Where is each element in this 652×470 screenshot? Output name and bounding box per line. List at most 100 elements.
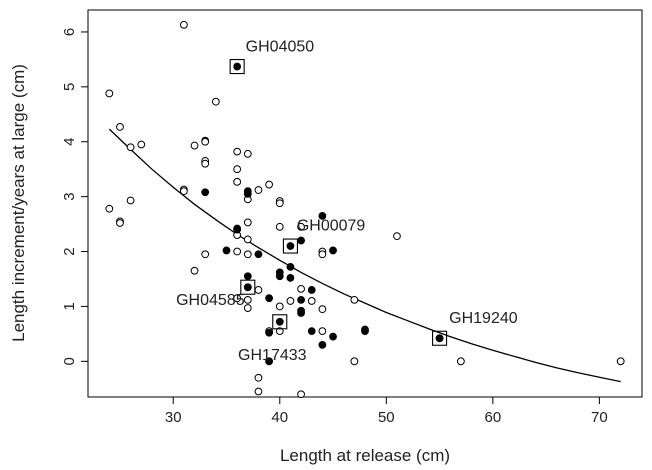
- open-point: [318, 327, 327, 336]
- open-point: [126, 143, 135, 152]
- x-tick-label: 60: [485, 409, 502, 426]
- highlight-label: GH19240: [449, 310, 518, 327]
- highlight-label: GH04050: [246, 39, 315, 56]
- filled-point: [243, 272, 252, 281]
- open-point: [254, 387, 263, 396]
- open-point: [233, 165, 242, 174]
- open-point: [116, 123, 124, 131]
- open-point: [286, 297, 295, 305]
- filled-point: [307, 286, 316, 294]
- open-point: [393, 232, 401, 241]
- open-point: [137, 140, 146, 149]
- x-axis: 30 40 50 60 70: [165, 397, 608, 426]
- highlight-box: [282, 238, 298, 254]
- filled-point: [329, 246, 337, 255]
- open-point: [318, 305, 327, 314]
- y-axis: 0 1 2 3 4 5 6: [61, 28, 88, 365]
- open-point: [179, 187, 188, 196]
- x-tick-label: 30: [165, 409, 182, 426]
- open-point: [265, 180, 274, 189]
- y-tick-label: 6: [61, 28, 78, 36]
- filled-point: [318, 211, 327, 220]
- filled-point: [265, 357, 274, 366]
- open-point: [350, 357, 359, 366]
- y-tick-label: 3: [61, 192, 78, 200]
- highlight-point: [233, 62, 242, 71]
- open-point: [254, 286, 263, 294]
- filled-point: [318, 340, 327, 349]
- open-point: [201, 250, 210, 259]
- open-point: [201, 137, 210, 146]
- filled-point: [307, 327, 316, 336]
- filled-point: [286, 273, 295, 282]
- open-point: [201, 159, 210, 168]
- filled-point: [286, 263, 295, 271]
- highlight-box: [272, 314, 288, 330]
- open-point: [243, 304, 252, 312]
- open-point: [254, 373, 263, 382]
- highlight-label: GH04585: [176, 292, 245, 309]
- y-tick-label: 0: [61, 357, 78, 365]
- open-point: [126, 196, 135, 205]
- filled-point: [265, 294, 274, 303]
- highlighted-points: GH04050 GH00079 GH04585 GH17433 GH19240: [176, 39, 518, 365]
- open-point: [105, 89, 114, 98]
- open-point: [243, 149, 252, 158]
- open-point: [233, 147, 242, 156]
- filled-point: [233, 225, 242, 234]
- y-tick-label: 4: [61, 138, 78, 146]
- filled-point: [361, 327, 369, 336]
- open-point: [233, 177, 242, 186]
- x-tick-label: 50: [378, 409, 395, 426]
- filled-point: [275, 272, 284, 281]
- open-point: [297, 390, 305, 399]
- highlight-box: [229, 58, 245, 75]
- y-tick-label: 5: [61, 83, 78, 91]
- filled-point: [254, 250, 263, 259]
- open-point: [243, 295, 252, 304]
- open-point: [318, 250, 327, 259]
- filled-point: [243, 189, 252, 198]
- highlight-point: [286, 242, 295, 250]
- open-point: [350, 295, 359, 304]
- open-point: [275, 199, 284, 208]
- open-point: [190, 141, 199, 150]
- filled-point: [329, 332, 337, 341]
- open-point: [275, 327, 284, 336]
- open-point: [243, 218, 252, 227]
- highlight-label: GH17433: [238, 347, 307, 364]
- open-point: [105, 204, 114, 213]
- open-point: [275, 222, 284, 231]
- highlight-point: [435, 334, 444, 343]
- x-tick-label: 70: [591, 409, 608, 426]
- filled-point: [297, 295, 305, 304]
- x-axis-title: Length at release (cm): [280, 446, 450, 465]
- highlight-box: [432, 330, 448, 346]
- open-point: [233, 294, 242, 303]
- open-point: [243, 250, 252, 259]
- open-point: [179, 20, 188, 29]
- open-point: [116, 219, 124, 227]
- open-point: [297, 284, 305, 293]
- open-point: [297, 222, 305, 231]
- open-point: [243, 235, 252, 244]
- highlight-label: GH00079: [297, 218, 366, 235]
- highlight-point: [243, 283, 252, 292]
- plot-frame: [87, 9, 643, 398]
- y-tick-label: 1: [61, 302, 78, 310]
- highlight-box: [240, 279, 256, 295]
- x-tick-label: 40: [271, 409, 288, 426]
- open-point: [456, 357, 465, 366]
- filled-point: [297, 309, 305, 317]
- highlight-point: [275, 317, 284, 326]
- open-point: [190, 266, 199, 275]
- filled-point: [201, 188, 210, 197]
- data-points: [105, 20, 625, 399]
- filled-point: [265, 328, 274, 337]
- y-axis-title: Length increment/years at large (cm): [9, 64, 28, 342]
- fit-curve: [108, 128, 621, 383]
- open-point: [616, 357, 625, 366]
- y-tick-label: 2: [61, 247, 78, 255]
- open-point: [233, 247, 242, 256]
